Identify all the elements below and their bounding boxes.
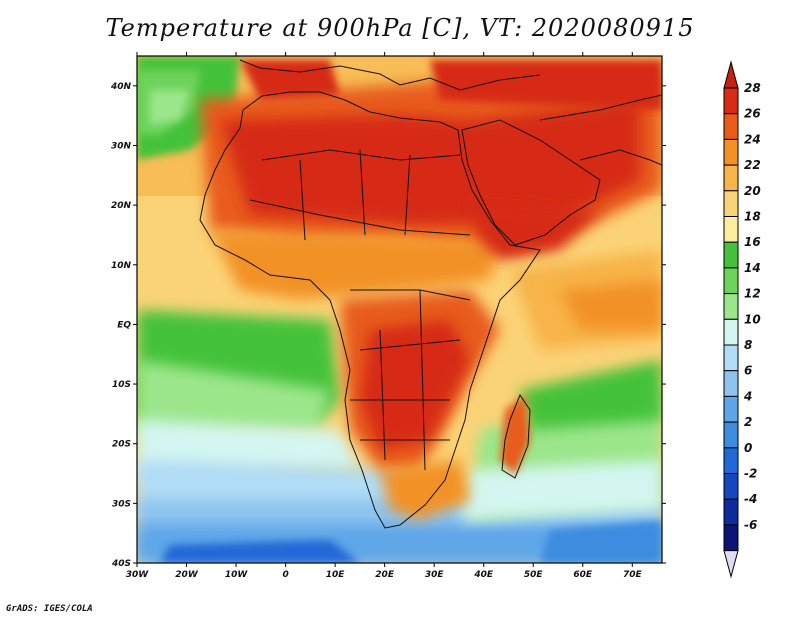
map-title: Temperature at 900hPa [C], VT: 202008091… <box>105 14 695 42</box>
colorbar-swatch <box>723 395 739 423</box>
lon-tick-label: 0 <box>282 570 288 580</box>
colorbar-label: 28 <box>744 81 761 95</box>
colorbar-swatch <box>723 164 739 192</box>
colorbar-label: 16 <box>744 235 761 249</box>
longitude-axis: 30W 20W 10W 0 10E 20E 30E 40E 50E 60E 70E <box>126 52 643 580</box>
lon-tick-label: 70E <box>623 570 643 580</box>
credit-label: GrADS: IGES/COLA <box>6 604 93 614</box>
lat-tick-label: 20N <box>111 201 132 211</box>
lat-tick-label: 40S <box>111 559 131 569</box>
colorbar-swatch <box>723 473 739 500</box>
colorbar-label: 24 <box>744 132 761 146</box>
lon-tick-label: 50E <box>524 570 544 580</box>
coastlines <box>199 59 662 529</box>
colorbar-swatch <box>723 293 739 320</box>
colorbar-swatch <box>723 524 739 552</box>
lat-tick-label: 30S <box>112 499 131 509</box>
colorbar-label: 14 <box>744 261 761 275</box>
latitude-axis: 40N 30N 20N 10N EQ 10S 20S 30S 40S <box>110 82 666 569</box>
colorbar-label: 26 <box>744 107 761 121</box>
lat-tick-label: EQ <box>117 320 131 330</box>
lon-tick-label: 30E <box>425 570 445 580</box>
map-frame <box>136 55 663 564</box>
colorbar-label: 2 <box>744 415 752 429</box>
colorbar-label: 22 <box>744 158 761 172</box>
colorbar-label: -2 <box>744 467 757 481</box>
colorbar-swatch <box>723 498 739 526</box>
colorbar-label: 18 <box>744 210 761 224</box>
colorbar-swatch <box>723 241 739 269</box>
colorbar-label: -6 <box>744 518 757 532</box>
colorbar-swatch <box>723 113 739 140</box>
colorbar-label: 4 <box>743 389 752 403</box>
temperature-field <box>137 56 662 563</box>
colorbar-swatch <box>723 87 739 115</box>
lat-tick-label: 10N <box>111 261 132 271</box>
colorbar-swatch <box>723 370 739 397</box>
colorbar-label: 10 <box>744 312 761 326</box>
lon-tick-label: 60E <box>573 570 593 580</box>
colorbar-swatch <box>723 421 739 449</box>
colorbar-label: 0 <box>744 441 752 455</box>
colorbar-label: 12 <box>744 287 761 301</box>
lat-tick-label: 40N <box>110 82 132 92</box>
colorbar-bottom-arrow <box>723 550 739 579</box>
colorbar-label: -4 <box>744 492 757 506</box>
colorbar-swatch <box>723 267 739 295</box>
colorbar-swatch <box>723 344 739 372</box>
lat-tick-label: 30N <box>111 141 132 151</box>
lat-tick-label: 20S <box>112 440 131 450</box>
lon-tick-label: 40E <box>473 570 494 580</box>
colorbar-swatch <box>723 447 739 474</box>
lon-tick-label: 10E <box>326 570 346 580</box>
lon-tick-label: 20W <box>175 570 199 580</box>
colorbar-label: 6 <box>744 364 752 378</box>
colorbar-top-arrow <box>723 60 739 89</box>
lon-tick-label: 20E <box>375 570 395 580</box>
lon-tick-label: 10W <box>225 570 249 580</box>
colorbar-swatch <box>723 216 739 243</box>
lon-tick-label: 30W <box>126 570 150 580</box>
colorbar-swatch <box>723 190 739 218</box>
colorbar-label: 8 <box>744 338 752 352</box>
colorbar-swatch <box>723 138 739 166</box>
colorbar-swatch <box>723 318 739 346</box>
colorbar-label: 20 <box>744 184 761 198</box>
lat-tick-label: 10S <box>112 380 131 390</box>
